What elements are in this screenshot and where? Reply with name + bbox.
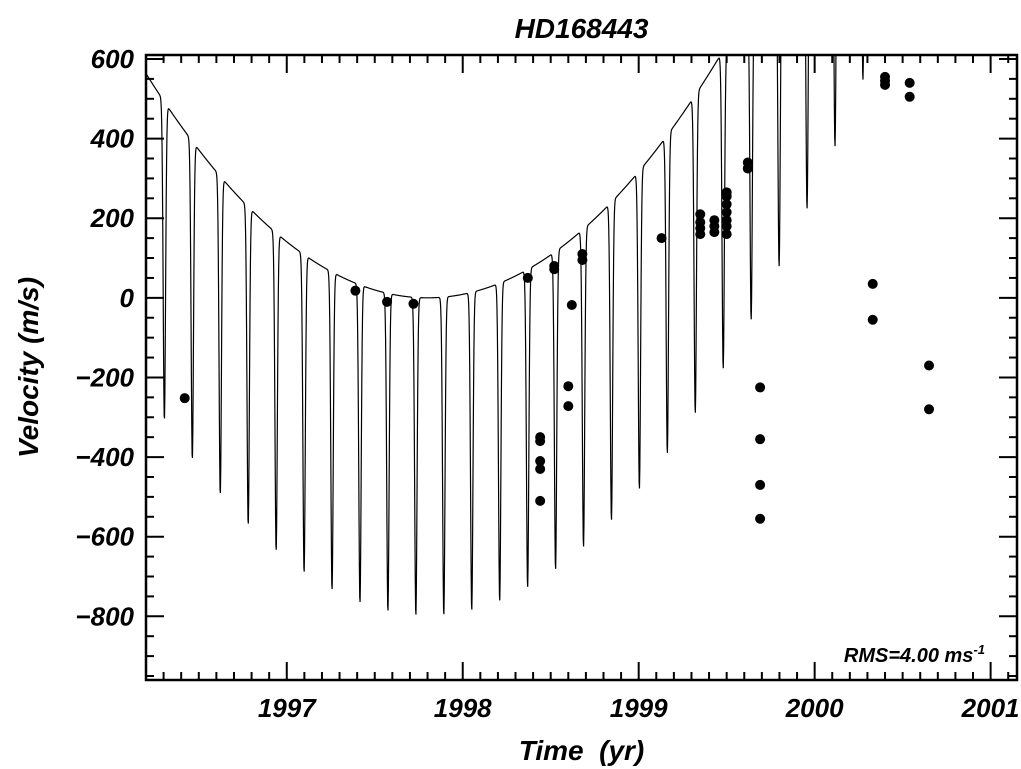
y-tick-label: 0 [120,283,135,313]
model-fit-layer [146,55,864,615]
data-point [755,479,766,490]
x-axis-label: Time (yr) [519,735,645,766]
model-fit-line [146,55,864,615]
y-axis-label: Velocity (m/s) [13,277,44,458]
data-point [350,285,361,296]
data-point [179,393,190,404]
x-tick-label: 2001 [961,693,1020,723]
data-point [535,436,546,447]
data-point [563,381,574,392]
data-point [924,360,935,371]
data-point [656,233,667,244]
data-point [721,199,732,210]
data-point [695,209,706,220]
data-point [867,314,878,325]
tick-labels-layer: 1997 1998 1999 2000 2001 −800 −600 −400 −200 0 200… [75,44,1019,723]
data-point [721,191,732,202]
y-tick-label: 200 [90,203,135,233]
data-point [535,464,546,475]
data-points-layer [179,71,935,524]
data-point [755,434,766,445]
x-tick-label: 1999 [610,693,668,723]
y-tick-label: −600 [75,522,134,552]
data-point [522,272,533,283]
rms-annotation: RMS=4.00 ms-1 [844,642,985,667]
x-tick-label: 1998 [434,693,492,723]
data-point [577,255,588,266]
data-point [721,221,732,232]
data-point [904,77,915,88]
plot-frame [144,53,1019,682]
rms-annotation-main: RMS=4.00 ms [844,645,974,667]
x-tick-label: 2000 [785,693,844,723]
data-point [742,163,753,174]
y-tick-label: 400 [90,124,135,154]
y-tick-label: −800 [75,601,134,631]
data-point [549,264,560,275]
data-point [904,91,915,102]
axis-ticks-layer [145,55,1017,680]
chart-title: HD168443 [515,13,649,44]
y-tick-label: −200 [75,362,134,392]
data-point [755,382,766,393]
data-point [755,513,766,524]
y-tick-label: 600 [91,44,135,74]
data-point [867,278,878,289]
data-point [924,404,935,415]
data-point [535,495,546,506]
data-point [721,207,732,218]
data-point [566,300,577,310]
rms-annotation-superscript: -1 [973,642,985,657]
data-point [535,456,546,467]
data-point [382,296,393,307]
data-point [563,401,574,412]
x-tick-label: 1997 [258,693,317,723]
data-point [709,227,720,238]
y-tick-label: −400 [75,442,134,472]
data-point [695,229,706,240]
data-point [880,79,891,90]
data-point [408,298,419,309]
data-point [721,229,732,240]
